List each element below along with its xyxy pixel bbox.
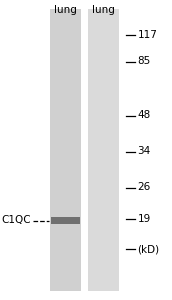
Text: 48: 48 — [138, 110, 151, 121]
Text: lung: lung — [92, 5, 115, 15]
Bar — [88, 9, 119, 291]
Text: 19: 19 — [138, 214, 151, 224]
Bar — [50, 9, 81, 291]
Text: 117: 117 — [138, 29, 158, 40]
Bar — [51, 217, 80, 224]
Text: C1QC: C1QC — [2, 215, 31, 226]
Text: 34: 34 — [138, 146, 151, 157]
Text: lung: lung — [54, 5, 77, 15]
Text: 85: 85 — [138, 56, 151, 67]
Text: 26: 26 — [138, 182, 151, 193]
Text: (kD): (kD) — [138, 244, 160, 254]
